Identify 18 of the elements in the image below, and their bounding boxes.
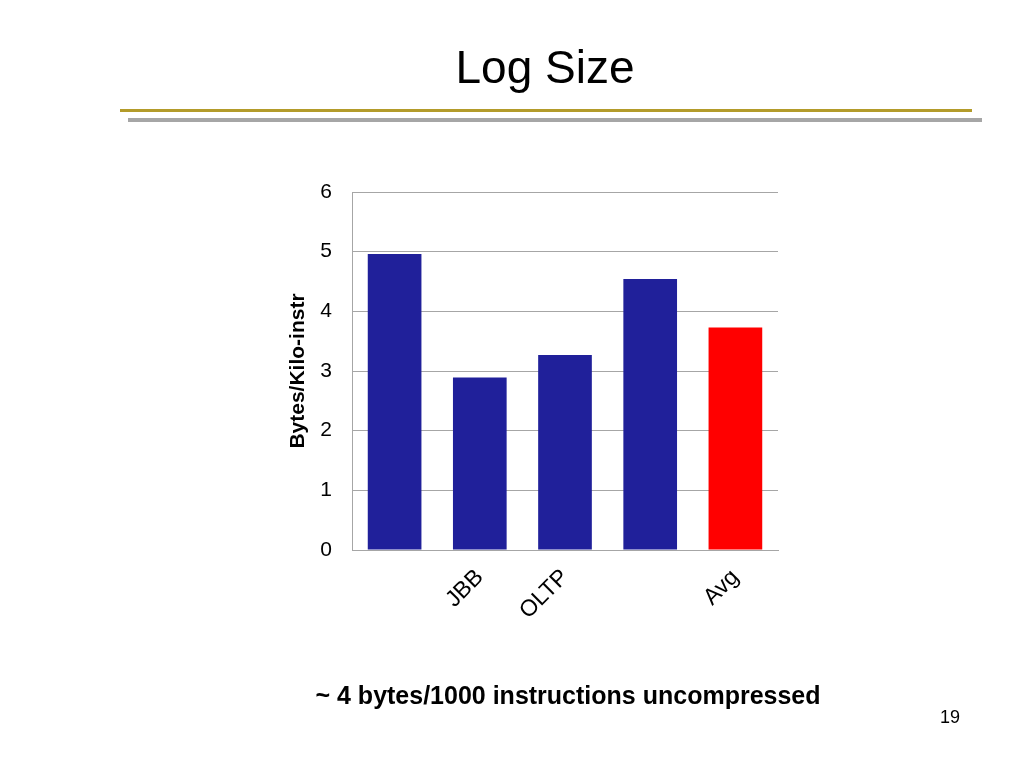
bar [623, 279, 678, 550]
y-tick-label: 4 [320, 298, 333, 322]
y-tick-label: 6 [320, 178, 332, 202]
y-tick-label: 1 [320, 477, 332, 501]
bar [452, 377, 507, 550]
text: ~ 4 bytes/1000 instructions uncompressed [314, 680, 822, 710]
chart-title: Log Size [454, 40, 636, 94]
x-tick-label: JBB [439, 563, 488, 612]
bar [708, 327, 763, 550]
bar [367, 254, 422, 550]
y-tick-label: 5 [320, 238, 332, 262]
x-tick-label: Avg [697, 563, 744, 610]
text: 19 [939, 706, 961, 728]
y-tick-label: 0 [320, 536, 332, 560]
bar [538, 354, 592, 550]
y-tick-label: 2 [320, 417, 332, 441]
y-axis-title: Bytes/Kilo-instr [285, 293, 309, 449]
y-tick-label: 3 [320, 357, 332, 381]
